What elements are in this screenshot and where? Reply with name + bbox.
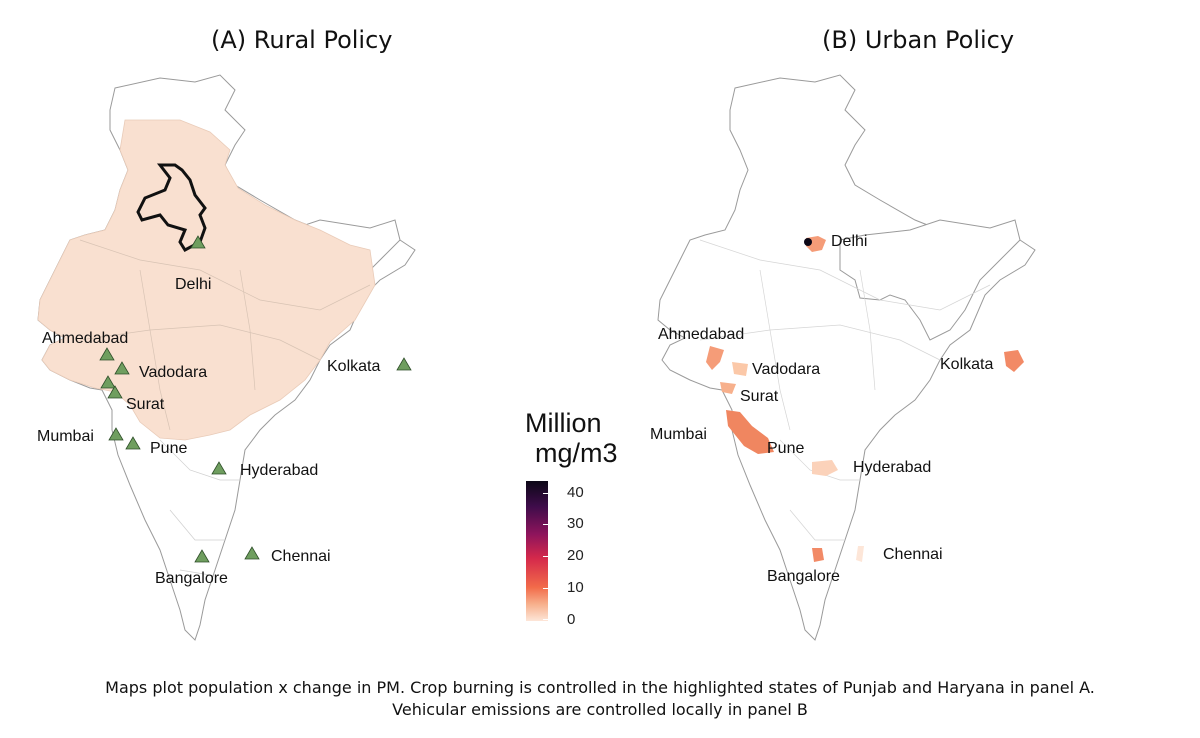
city-label-surat: Surat: [126, 396, 165, 413]
hotspot-mumbai-pune: [726, 410, 774, 454]
city-label-b-chennai: Chennai: [883, 546, 943, 563]
figure-caption: Maps plot population x change in PM. Cro…: [0, 677, 1200, 721]
colorbar: [526, 481, 548, 621]
hotspot-ahmedabad: [706, 346, 724, 370]
state-borders-b: [699, 239, 991, 541]
city-label-bangalore: Bangalore: [155, 570, 228, 587]
marker-mumbai: [108, 427, 124, 441]
city-label-hyderabad: Hyderabad: [240, 462, 319, 479]
city-label-pune: Pune: [150, 440, 188, 457]
city-label-b-vadodara: Vadodara: [752, 361, 821, 378]
caption-line2: Vehicular emissions are controlled local…: [392, 700, 808, 719]
south-borders: [159, 439, 240, 576]
marker-pune: [125, 436, 141, 450]
city-label-delhi: Delhi: [175, 276, 212, 293]
panel-b-title: (B) Urban Policy: [822, 26, 1015, 54]
colorbar-tickmark: [543, 588, 548, 589]
city-label-b-surat: Surat: [740, 388, 779, 405]
colorbar-tickmark: [543, 493, 548, 494]
affected-region: [37, 119, 376, 441]
legend-tick-10: 10: [567, 579, 584, 596]
marker-delhi: [190, 235, 206, 249]
city-label-b-pune: Pune: [767, 440, 805, 457]
hotspot-hyderabad: [812, 460, 838, 476]
hotspot-delhi-core: [804, 238, 812, 246]
india-outline-b: [657, 74, 1036, 641]
city-label-b-kolkata: Kolkata: [940, 356, 994, 373]
urban-hotspots: [706, 236, 1024, 562]
legend-tick-20: 20: [567, 547, 584, 564]
city-label-ahmedabad: Ahmedabad: [42, 330, 129, 347]
hotspot-chennai: [856, 546, 864, 562]
city-label-b-ahmedabad: Ahmedabad: [658, 326, 745, 343]
city-label-kolkata: Kolkata: [327, 358, 381, 375]
ne-region-b: [839, 219, 1021, 341]
panel-a-title: (A) Rural Policy: [211, 26, 393, 54]
marker-kolkata: [396, 357, 412, 371]
city-label-chennai: Chennai: [271, 548, 331, 565]
city-label-b-mumbai: Mumbai: [650, 426, 707, 443]
city-label-b-hyderabad: Hyderabad: [853, 459, 932, 476]
urban-policy-map: [657, 74, 1036, 641]
hotspot-surat: [720, 382, 736, 394]
punjab-haryana-outline: [136, 163, 207, 252]
hotspot-vadodara: [732, 362, 748, 376]
legend-tick-30: 30: [567, 515, 584, 532]
city-label-mumbai: Mumbai: [37, 428, 94, 445]
city-label-b-bangalore: Bangalore: [767, 568, 840, 585]
city-label-vadodara: Vadodara: [139, 364, 208, 381]
marker-surat: [107, 385, 123, 399]
colorbar-tickmark: [543, 619, 548, 620]
marker-ahmedabad: [99, 347, 115, 361]
legend-title-line2: mg/m3: [535, 438, 618, 468]
colorbar-tickmark: [543, 556, 548, 557]
hotspot-bangalore: [812, 548, 824, 562]
legend-tick-0: 0: [567, 611, 576, 628]
marker-vadodara-2: [100, 375, 116, 389]
hotspot-kolkata: [1004, 350, 1024, 372]
colorbar-tickmark: [543, 524, 548, 525]
caption-line1: Maps plot population x change in PM. Cro…: [105, 678, 1095, 697]
city-markers: [99, 235, 412, 563]
marker-chennai: [244, 546, 260, 560]
legend-title: Million mg/m3: [525, 408, 618, 468]
rural-policy-map: [37, 74, 416, 641]
marker-vadodara: [114, 361, 130, 375]
marker-bangalore: [194, 549, 210, 563]
state-borders: [79, 239, 371, 431]
marker-hyderabad: [211, 461, 227, 475]
legend-tick-40: 40: [567, 484, 584, 501]
legend-title-line1: Million: [525, 408, 602, 438]
city-label-b-delhi: Delhi: [831, 233, 868, 250]
